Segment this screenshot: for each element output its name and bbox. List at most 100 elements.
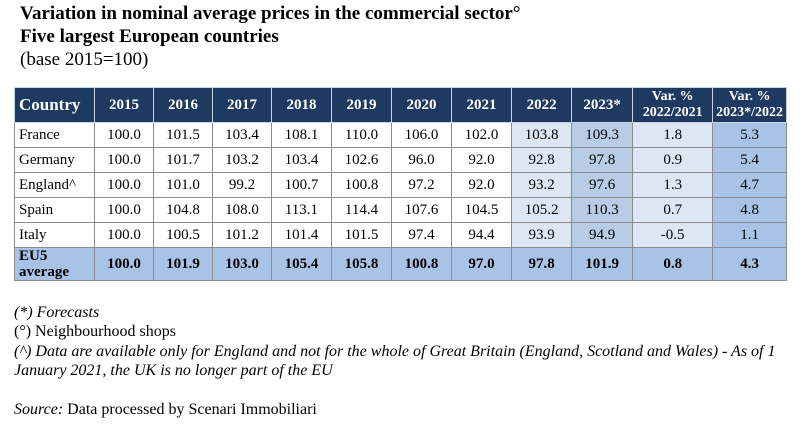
value-cell: 103.2	[211, 147, 272, 173]
var-2023-cell: 4.7	[712, 172, 787, 198]
var-2022-cell: 0.9	[632, 147, 714, 173]
value-cell: 108.1	[270, 122, 332, 148]
value-cell: 103.8	[511, 122, 573, 148]
value-cell: 92.8	[511, 147, 573, 173]
value-cell: 101.2	[211, 222, 272, 248]
value-cell: 97.6	[571, 172, 634, 198]
header-var2-period: 2023*/2022	[716, 105, 784, 120]
value-cell: 100.0	[94, 222, 154, 248]
table-header-row: Country 2015 2016 2017 2018 2019 2020 2021 2022…	[13, 87, 787, 123]
var-2023-cell: 4.8	[712, 197, 787, 223]
header-year: 2020	[390, 87, 453, 123]
value-cell: 110.3	[571, 197, 634, 223]
value-cell: 97.4	[390, 222, 453, 248]
var-2022-cell: -0.5	[632, 222, 714, 248]
var-2022-cell: 1.8	[632, 122, 714, 148]
var-2023-cell: 5.3	[712, 122, 787, 148]
value-cell: 102.6	[330, 147, 393, 173]
value-cell: 103.4	[270, 147, 332, 173]
value-cell: 100.0	[94, 147, 154, 173]
var-2023-cell: 5.4	[712, 147, 787, 173]
value-cell: 97.8	[571, 147, 634, 173]
value-cell: 102.0	[451, 122, 513, 148]
value-cell: 104.8	[153, 197, 213, 223]
header-year: 2021	[451, 87, 513, 123]
value-cell: 100.8	[330, 172, 393, 198]
value-cell: 103.4	[211, 122, 272, 148]
value-cell: 100.0	[94, 172, 154, 198]
header-var1-period: 2022/2021	[642, 105, 703, 120]
header-year: 2016	[153, 87, 213, 123]
header-year: 2022	[511, 87, 573, 123]
value-cell: 97.2	[390, 172, 453, 198]
value-cell: 104.5	[451, 197, 513, 223]
value-cell: 94.4	[451, 222, 513, 248]
var-2022-cell: 1.3	[632, 172, 714, 198]
note-forecasts: (*) Forecasts	[14, 304, 100, 321]
total-value-cell: 97.8	[511, 247, 573, 281]
header-year: 2017	[211, 87, 272, 123]
value-cell: 93.9	[511, 222, 573, 248]
table-total-row: EU5 average 100.0 101.9 103.0 105.4 105.8 100.8…	[13, 247, 787, 281]
total-value-cell: 100.0	[94, 247, 154, 281]
value-cell: 106.0	[390, 122, 453, 148]
value-cell: 96.0	[390, 147, 453, 173]
country-cell: England^	[13, 172, 96, 198]
table-row: France 100.0 101.5 103.4 108.1 110.0 106.0 102.…	[13, 122, 787, 148]
value-cell: 105.2	[511, 197, 573, 223]
value-cell: 101.0	[153, 172, 213, 198]
header-year: 2019	[330, 87, 393, 123]
value-cell: 101.5	[153, 122, 213, 148]
value-cell: 114.4	[330, 197, 393, 223]
value-cell: 100.7	[270, 172, 332, 198]
total-value-cell: 105.4	[270, 247, 332, 281]
note-england: (^) Data are available only for England …	[14, 343, 776, 379]
value-cell: 93.2	[511, 172, 573, 198]
header-year: 2023*	[571, 87, 634, 123]
value-cell: 107.6	[390, 197, 453, 223]
total-value-cell: 100.8	[390, 247, 453, 281]
source-label: Source:	[14, 401, 64, 418]
price-index-table: Country 2015 2016 2017 2018 2019 2020 2021 2022…	[13, 87, 787, 281]
value-cell: 100.0	[94, 122, 154, 148]
value-cell: 109.3	[571, 122, 634, 148]
total-value-cell: 97.0	[451, 247, 513, 281]
total-var-2022-cell: 0.8	[632, 247, 714, 281]
value-cell: 92.0	[451, 147, 513, 173]
country-cell: France	[13, 122, 96, 148]
total-label: EU5	[19, 248, 48, 265]
country-cell: Spain	[13, 197, 96, 223]
table-body: France 100.0 101.5 103.4 108.1 110.0 106.0 102.…	[13, 122, 787, 281]
country-cell: Germany	[13, 147, 96, 173]
value-cell: 101.5	[330, 222, 393, 248]
document-title-line2: Five largest European countries	[20, 26, 279, 47]
header-var2-label: Var. %	[728, 89, 771, 104]
header-var1-label: Var. %	[651, 89, 694, 104]
country-cell: Italy	[13, 222, 96, 248]
table-row: England^ 100.0 101.0 99.2 100.7 100.8 97.2 92.0…	[13, 172, 787, 198]
header-year: 2015	[94, 87, 154, 123]
total-value-cell: 101.9	[571, 247, 634, 281]
total-label-line2: average	[19, 264, 69, 280]
note-neighbourhood-shops: (°) Neighbourhood shops	[14, 323, 176, 340]
total-value-cell: 103.0	[211, 247, 272, 281]
total-value-cell: 101.9	[153, 247, 213, 281]
value-cell: 100.5	[153, 222, 213, 248]
value-cell: 92.0	[451, 172, 513, 198]
total-var-2023-cell: 4.3	[712, 247, 787, 281]
value-cell: 113.1	[270, 197, 332, 223]
total-value-cell: 105.8	[330, 247, 393, 281]
value-cell: 99.2	[211, 172, 272, 198]
source-line: Source: Data processed by Scenari Immobi…	[14, 400, 317, 419]
value-cell: 100.0	[94, 197, 154, 223]
document-title: Variation in nominal average prices in t…	[20, 3, 521, 24]
var-2023-cell: 1.1	[712, 222, 787, 248]
source-text: Data processed by Scenari Immobiliari	[63, 401, 317, 418]
table-row: Spain 100.0 104.8 108.0 113.1 114.4 107.6 104.5…	[13, 197, 787, 223]
header-var1: Var. % 2022/2021	[632, 87, 714, 123]
document-subtitle: (base 2015=100)	[20, 49, 149, 70]
header-year: 2018	[270, 87, 332, 123]
value-cell: 108.0	[211, 197, 272, 223]
header-var2: Var. % 2023*/2022	[712, 87, 787, 123]
table-row: Germany 100.0 101.7 103.2 103.4 102.6 96.0 92.0…	[13, 147, 787, 173]
